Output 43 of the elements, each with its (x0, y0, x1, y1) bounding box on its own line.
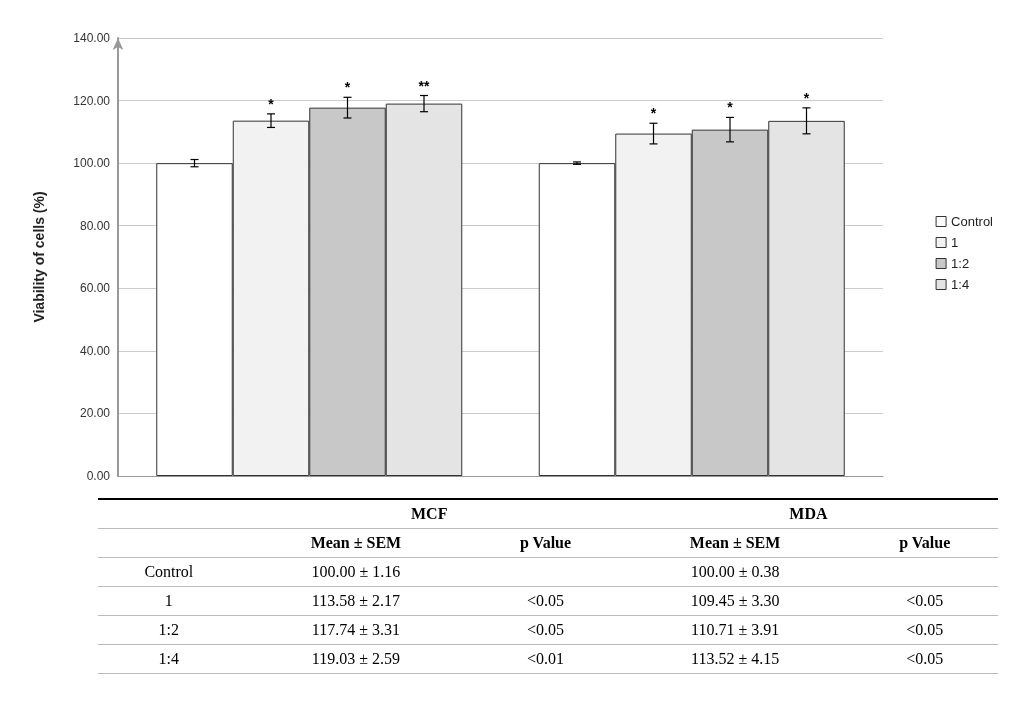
legend-label: 1 (951, 235, 959, 250)
legend-label: Control (951, 214, 994, 229)
y-tick-label: 120.00 (73, 93, 111, 108)
text: 110.71 ± 3.91 (691, 621, 780, 638)
y-tick-label: 140.00 (73, 31, 111, 45)
data-label: * (650, 105, 657, 122)
y-tick-label: 20.00 (79, 406, 111, 421)
legend-label: 1:2 (951, 256, 970, 271)
y-tick-label: 0.00 (86, 469, 111, 483)
text: 100.00 ± 1.16 (311, 563, 401, 580)
category-label: Mean ± SEM (618, 528, 852, 558)
text: MCF (239, 499, 619, 529)
data-label: * (268, 95, 275, 112)
data-label: * (727, 99, 734, 116)
text: <0.05 (906, 650, 944, 667)
legend-label: 1:4 (951, 277, 970, 292)
category-label: p Value (851, 528, 998, 558)
category-label: Control (144, 563, 194, 580)
data-label: * (344, 79, 351, 96)
text: <0.05 (906, 621, 944, 638)
text: <0.05 (527, 592, 565, 609)
y-tick-label: 60.00 (79, 281, 111, 296)
text: 117.74 ± 3.31 (311, 621, 401, 638)
text: 109.45 ± 3.30 (690, 592, 780, 609)
text: <0.05 (906, 592, 944, 609)
category-label: 1 (164, 592, 173, 609)
text: 113.52 ± 4.15 (691, 650, 780, 667)
text: 100.00 ± 0.38 (690, 563, 780, 580)
text: <0.05 (527, 621, 565, 638)
data-label: ** (418, 77, 430, 94)
category-label: p Value (472, 528, 619, 558)
y-axis-title: Viability of cells (%) (31, 191, 47, 323)
y-tick-label: 40.00 (79, 343, 111, 358)
text: 119.03 ± 2.59 (311, 650, 401, 667)
category-label: 1:2 (158, 621, 180, 638)
text: <0.01 (527, 650, 565, 667)
text: MDA (618, 499, 998, 529)
text: 113.58 ± 2.17 (311, 592, 401, 609)
y-tick-label: 80.00 (79, 218, 111, 233)
category-label: Mean ± SEM (239, 528, 473, 558)
category-label: 1:4 (158, 650, 180, 667)
data-label: * (803, 89, 810, 106)
y-tick-label: 100.00 (73, 156, 111, 171)
